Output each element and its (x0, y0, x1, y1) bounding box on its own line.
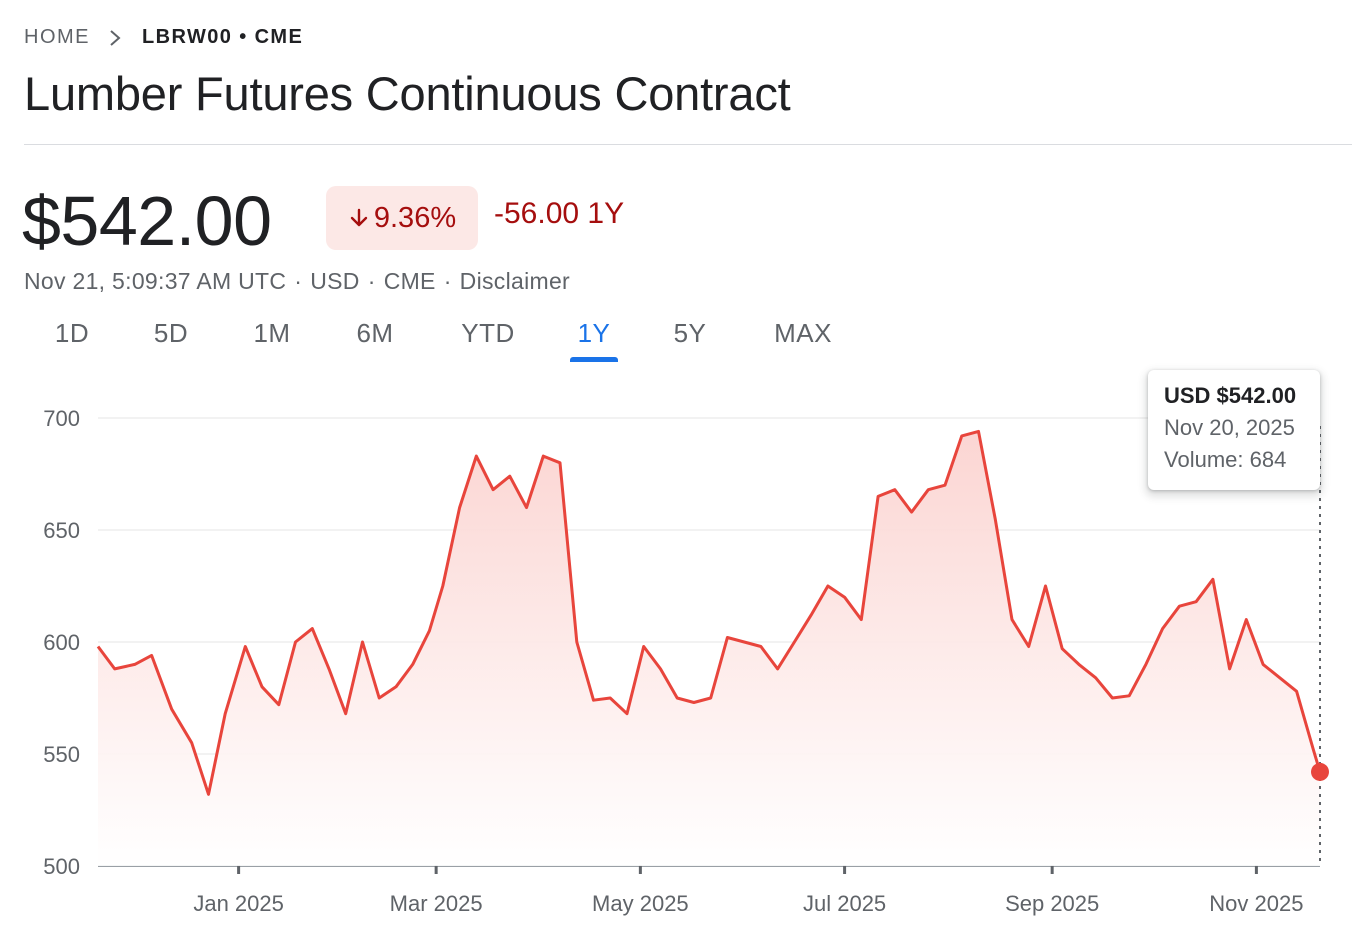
y-tick-label: 550 (43, 742, 80, 767)
breadcrumb-current: LBRW00 • CME (142, 26, 304, 48)
quote-exchange: CME (383, 268, 436, 294)
current-price: $542.00 (22, 182, 272, 260)
tooltip-price: USD $542.00 (1164, 383, 1297, 408)
tooltip-volume: Volume: 684 (1164, 447, 1287, 472)
x-tick-label: Jan 2025 (193, 891, 284, 916)
arrow-down-icon (350, 208, 368, 227)
active-tab-indicator (570, 357, 618, 362)
tab-5y[interactable]: 5Y (673, 318, 707, 348)
disclaimer-link[interactable]: Disclaimer (459, 268, 571, 294)
chevron-right-icon (110, 29, 121, 46)
x-tick-label: May 2025 (592, 891, 689, 916)
breadcrumb-home-link[interactable]: HOME (24, 26, 90, 48)
x-tick-label: Jul 2025 (803, 891, 886, 916)
change-absolute: -56.00 1Y (494, 197, 625, 230)
header-divider (24, 144, 1352, 145)
tooltip-date: Nov 20, 2025 (1164, 415, 1295, 440)
page-title: Lumber Futures Continuous Contract (24, 67, 791, 120)
tab-5d[interactable]: 5D (153, 318, 189, 348)
change-percent-value: 9.36% (373, 201, 457, 234)
y-axis: 700 650 600 550 500 (43, 406, 80, 879)
meta-separator: · (443, 268, 452, 294)
meta-separator: · (294, 268, 303, 294)
change-percent-badge: 9.36% (326, 186, 478, 250)
price-tooltip: USD $542.00 Nov 20, 2025 Volume: 684 (1148, 370, 1320, 490)
x-tick-label: Sep 2025 (1005, 891, 1099, 916)
quote-currency: USD (310, 268, 360, 294)
y-tick-label: 700 (43, 406, 80, 431)
tab-1m[interactable]: 1M (253, 318, 291, 348)
quote-meta: Nov 21, 5:09:37 AM UTC · USD · CME · Disclaime… (24, 268, 570, 295)
tab-1y[interactable]: 1Y (577, 318, 611, 348)
y-tick-label: 500 (43, 854, 80, 879)
x-axis: Jan 2025 Mar 2025 May 2025 Jul 2025 Sep 2025… (98, 865, 1320, 916)
x-tick-label: Mar 2025 (390, 891, 483, 916)
tab-1d[interactable]: 1D (54, 318, 90, 348)
tab-max[interactable]: MAX (774, 318, 832, 348)
price-line (96, 429, 1322, 796)
tab-6m[interactable]: 6M (356, 318, 394, 348)
price-chart[interactable]: 700 650 600 550 500 Jan 2025 Mar 2025 May 2025… (0, 360, 1352, 948)
y-tick-label: 600 (43, 630, 80, 655)
x-tick-label: Nov 2025 (1209, 891, 1303, 916)
last-price-dot[interactable] (1311, 762, 1329, 781)
y-tick-label: 650 (43, 518, 80, 543)
meta-separator: · (367, 268, 376, 294)
tab-ytd[interactable]: YTD (461, 318, 515, 348)
price-area-fill (98, 431, 1320, 866)
quote-timestamp: Nov 21, 5:09:37 AM UTC (24, 268, 287, 294)
breadcrumb: HOME LBRW00 • CME (24, 26, 303, 49)
